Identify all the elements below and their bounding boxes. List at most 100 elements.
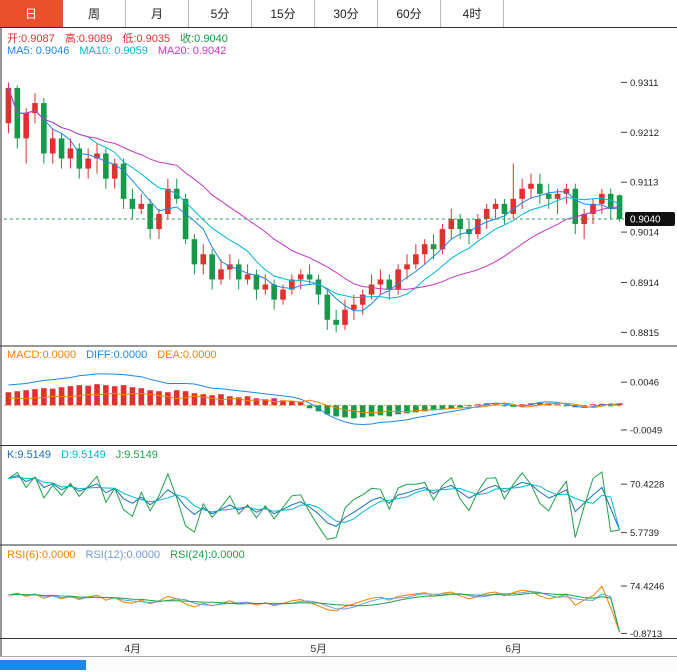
candle-body	[67, 148, 74, 159]
candle-body	[315, 279, 322, 295]
macd-bar	[76, 385, 83, 406]
tab-timeframe-6[interactable]: 30分	[315, 0, 378, 27]
candle-body	[297, 274, 304, 280]
candle-body	[94, 153, 100, 159]
macd-bar	[439, 405, 446, 410]
macd-bar	[563, 405, 570, 407]
candle-body	[528, 183, 534, 189]
macd-bar	[519, 404, 525, 406]
macd-bar	[173, 390, 180, 406]
candle-body	[554, 193, 561, 199]
candle-body	[235, 264, 242, 280]
axis-label: 0.8914	[630, 278, 659, 289]
candle-body	[351, 304, 357, 310]
candle-body	[421, 244, 428, 255]
axis-label: 0.8815	[630, 328, 659, 339]
macd-bar	[448, 405, 455, 409]
candle-body	[545, 193, 552, 199]
axis-label: 5.7739	[630, 528, 659, 539]
tab-timeframe-2[interactable]: 周	[63, 0, 126, 27]
macd-bar	[165, 392, 171, 406]
ma10-line	[7, 87, 620, 299]
axis-label: 0.9113	[630, 178, 658, 189]
candle-body	[492, 203, 499, 209]
candle-body	[129, 198, 136, 209]
candle-body	[165, 188, 171, 214]
candle-body	[607, 193, 614, 209]
horizontal-scrollbar[interactable]	[0, 656, 677, 672]
macd-bar	[147, 390, 153, 406]
candle-body	[262, 284, 269, 290]
candle-body	[590, 203, 596, 214]
candle-body	[191, 239, 198, 265]
price-tag-bg	[625, 212, 675, 226]
candle-body	[200, 254, 207, 265]
axis-label: 74.4246	[630, 582, 664, 593]
macd-bar	[537, 402, 543, 406]
macd-bar	[85, 385, 91, 406]
macd-bar	[41, 388, 47, 406]
d-line	[8, 476, 621, 531]
macd-bar	[377, 405, 384, 416]
axis-label: -0.0049	[630, 425, 662, 436]
tab-timeframe-8[interactable]: 4时	[441, 0, 504, 27]
price-tag-text: 0.9040	[630, 215, 661, 226]
macd-bar	[129, 387, 136, 406]
macd-bar	[156, 391, 162, 406]
macd-bar	[466, 405, 472, 407]
candle-body	[404, 264, 410, 270]
candle-body	[501, 203, 508, 214]
candle-body	[342, 309, 348, 325]
macd-bar	[404, 405, 410, 414]
candle-body	[41, 103, 47, 154]
macd-bar	[289, 401, 295, 406]
dea-line	[8, 392, 620, 414]
macd-bar	[182, 391, 189, 406]
macd-bar	[253, 398, 260, 406]
macd-bar	[475, 404, 481, 406]
axis-label: 0.9014	[630, 228, 659, 239]
macd-bar	[262, 399, 269, 406]
tab-timeframe-5[interactable]: 15分	[252, 0, 315, 27]
macd-bar	[501, 405, 508, 407]
axis-label: 0.9311	[630, 78, 658, 89]
candle-body	[457, 219, 463, 230]
candle-body	[359, 294, 366, 305]
macd-bar	[324, 405, 331, 415]
macd-bar	[227, 396, 233, 406]
candle-body	[510, 198, 517, 214]
candle-body	[147, 203, 153, 230]
candle-body	[581, 213, 587, 225]
ma5-line	[7, 87, 620, 312]
macd-bar	[413, 405, 419, 413]
candle-body	[289, 279, 295, 290]
axis-label: 0.0046	[630, 378, 659, 389]
candle-body	[599, 193, 605, 204]
macd-bar	[359, 405, 366, 418]
scrollbar-thumb[interactable]	[0, 660, 86, 670]
candle-body	[32, 103, 38, 114]
macd-bar	[32, 389, 38, 406]
macd-bar	[209, 395, 215, 406]
tab-timeframe-1[interactable]: 日	[0, 0, 63, 27]
candle-body	[253, 274, 260, 290]
candle-body	[85, 158, 91, 169]
candle-body	[49, 138, 56, 154]
macd-bar	[554, 404, 561, 406]
macd-bar	[333, 405, 339, 417]
candle-body	[333, 319, 339, 325]
candle-body	[58, 138, 65, 159]
diff-line	[8, 373, 620, 426]
tab-timeframe-4[interactable]: 5分	[189, 0, 252, 27]
tab-timeframe-3[interactable]: 月	[126, 0, 189, 27]
candle-body	[5, 87, 12, 124]
candle-body	[395, 269, 401, 290]
macd-bar	[138, 388, 145, 406]
candle-body	[218, 269, 224, 280]
candle-body	[103, 153, 109, 179]
ma20-line	[7, 87, 620, 290]
candle-body	[377, 279, 384, 285]
tab-timeframe-7[interactable]: 60分	[378, 0, 441, 27]
macd-bar	[590, 404, 596, 406]
